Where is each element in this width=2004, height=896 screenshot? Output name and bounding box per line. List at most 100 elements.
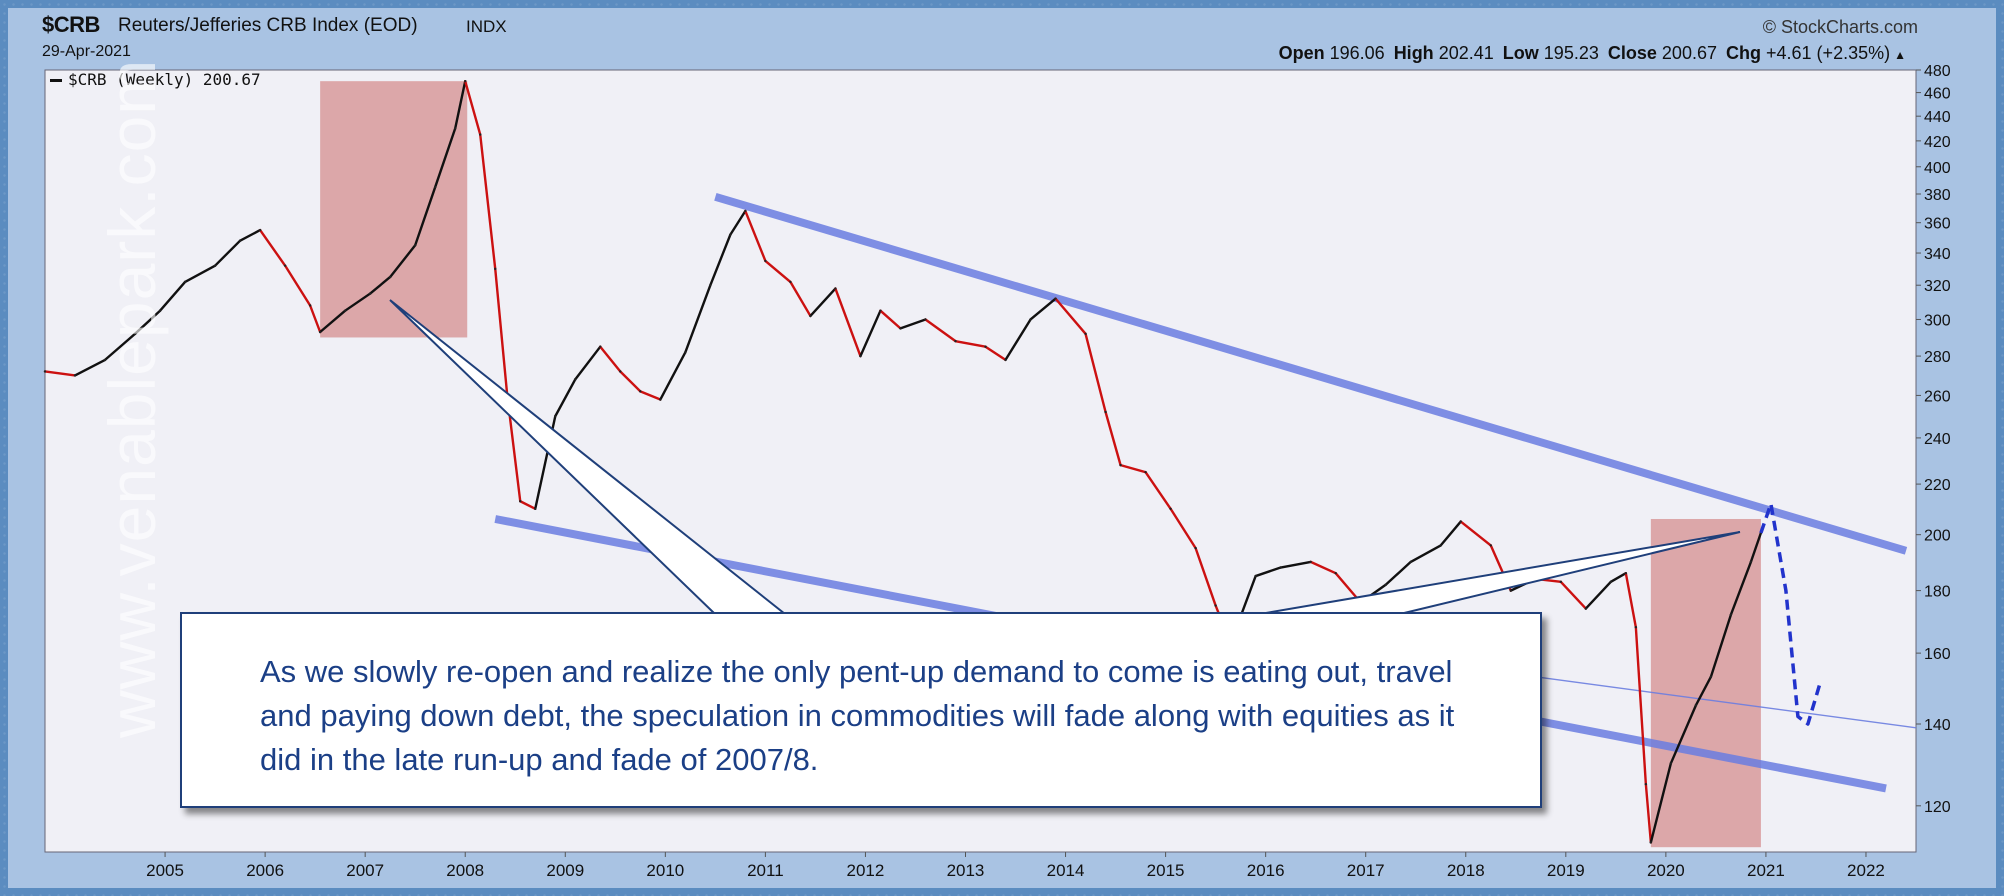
y-tick-label: 300: [1924, 312, 1951, 329]
trendline-3: [1535, 676, 1917, 729]
exchange: INDX: [466, 17, 507, 36]
high-value: 202.41: [1438, 43, 1494, 63]
price-point: [1214, 604, 1217, 607]
price-point: [1634, 626, 1638, 629]
open-value: 196.06: [1329, 43, 1385, 63]
price-point: [519, 500, 522, 503]
x-tick-label: 2007: [346, 861, 384, 880]
price-segment: [1649, 762, 1673, 844]
price-segment: [729, 209, 747, 236]
symbol: $CRB: [42, 12, 100, 37]
price-segment: [413, 185, 437, 247]
price-segment: [133, 309, 162, 336]
price-point: [1644, 782, 1648, 786]
price-segment: [388, 244, 417, 279]
y-tick-label: 160: [1924, 646, 1951, 663]
price-point: [1194, 546, 1197, 550]
low-label: Low: [1502, 43, 1539, 63]
y-tick-label: 440: [1924, 109, 1951, 126]
price-segment: [1634, 626, 1648, 786]
price-segment: [213, 239, 242, 267]
price-segment: [1644, 782, 1653, 844]
forecast-path: [1759, 502, 1823, 726]
price-point: [1119, 463, 1122, 467]
y-tick-label: 180: [1924, 584, 1951, 601]
price-point: [1624, 571, 1628, 575]
high-label: High: [1393, 43, 1434, 63]
price-segment: [764, 259, 792, 284]
watermark: www.venablepark.com: [95, 58, 169, 738]
price-point: [729, 233, 732, 236]
y-tick-label: 240: [1924, 431, 1951, 448]
price-segment: [1749, 531, 1763, 564]
price-point: [506, 394, 509, 397]
price-point: [1144, 470, 1147, 474]
stockcharts-credit[interactable]: © StockCharts.com: [1762, 17, 1918, 37]
price-segment: [43, 370, 77, 377]
legend-label: $CRB (Weekly) 200.67: [68, 70, 261, 89]
price-segment: [834, 287, 862, 358]
y-tick-label: 360: [1924, 216, 1951, 233]
price-point: [258, 228, 262, 232]
price-segment: [434, 127, 457, 189]
highlight-box-2: [1650, 518, 1761, 848]
price-point: [1709, 675, 1713, 679]
price-point: [413, 244, 417, 247]
x-tick-label: 2008: [446, 861, 484, 880]
price-point: [1489, 544, 1492, 547]
price-segment: [238, 228, 262, 242]
price-point: [619, 370, 622, 373]
price-segment: [1084, 332, 1107, 414]
price-segment: [1054, 297, 1087, 336]
trendline-1: [714, 192, 1908, 555]
price-segment: [899, 318, 927, 330]
y-tick-label: 460: [1924, 86, 1951, 103]
price-point: [1729, 613, 1733, 616]
price-point: [479, 133, 482, 136]
price-point: [1334, 571, 1337, 575]
price-point: [709, 284, 712, 287]
x-tick-label: 2016: [1247, 861, 1285, 880]
price-segment: [1119, 463, 1147, 474]
price-point: [388, 275, 392, 279]
x-tick-label: 2009: [546, 861, 584, 880]
price-point: [1359, 601, 1362, 604]
price-point: [1439, 544, 1442, 547]
price-point: [574, 378, 577, 381]
x-tick-label: 2010: [646, 861, 684, 880]
price-point: [494, 267, 497, 271]
price-segment: [1669, 704, 1698, 765]
price-point: [1169, 507, 1172, 510]
price-point: [1309, 560, 1312, 564]
price-point: [1459, 520, 1462, 523]
price-segment: [1694, 675, 1713, 707]
price-segment: [789, 280, 812, 318]
price-point: [1054, 297, 1057, 300]
y-tick-label: 400: [1924, 160, 1951, 177]
price-segment: [464, 79, 482, 136]
price-point: [1084, 332, 1087, 336]
price-point: [454, 127, 457, 130]
price-point: [554, 415, 557, 418]
price-segment: [1194, 546, 1217, 607]
price-point: [103, 358, 107, 362]
price-segment: [318, 309, 347, 334]
price-point: [318, 330, 322, 334]
price-point: [1409, 560, 1412, 564]
price-segment: [454, 79, 467, 130]
price-point: [1694, 704, 1698, 707]
price-point: [684, 351, 687, 354]
price-point: [238, 239, 242, 242]
y-tick-label: 120: [1924, 799, 1951, 816]
close-label: Close: [1607, 43, 1657, 63]
x-tick-label: 2014: [1047, 861, 1085, 880]
price-segment: [1169, 507, 1197, 550]
price-point: [158, 309, 162, 312]
highlight-box-1: [320, 81, 468, 338]
y-tick-label: 220: [1924, 477, 1951, 494]
price-point: [434, 185, 437, 189]
price-point: [659, 398, 662, 401]
price-point: [283, 264, 287, 267]
x-tick-label: 2011: [747, 861, 784, 880]
price-point: [213, 264, 217, 267]
